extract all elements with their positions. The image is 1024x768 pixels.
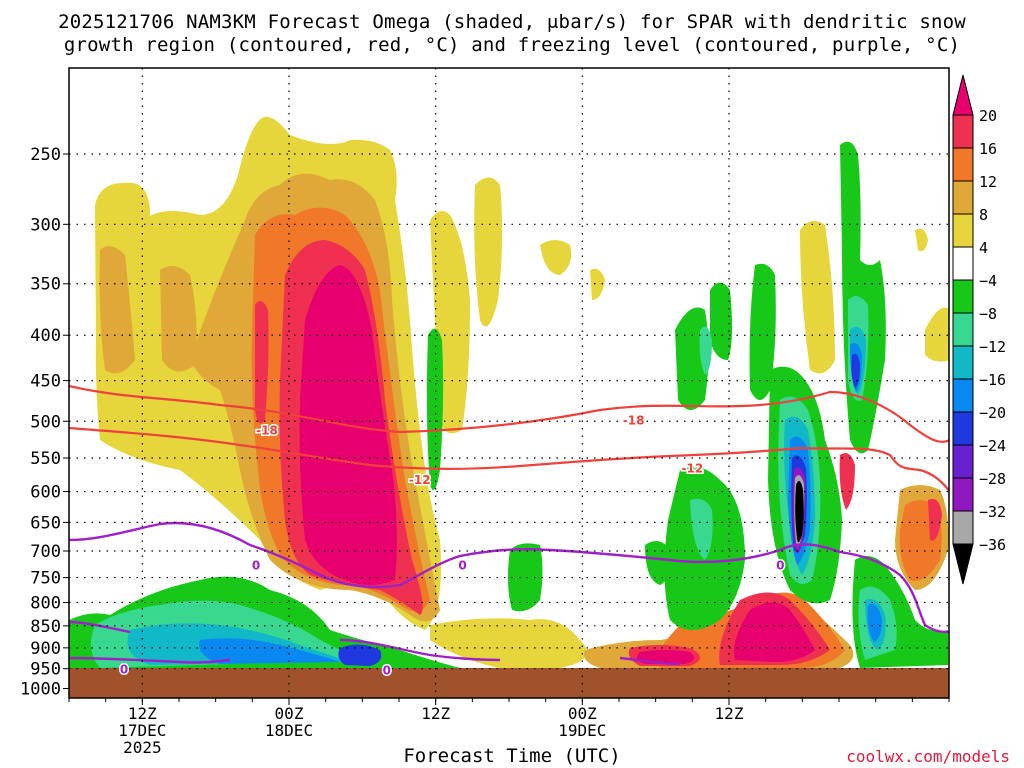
colorbar-segment	[952, 312, 974, 347]
colorbar-segment	[952, 213, 974, 248]
x-tick-label: 12Z	[421, 704, 450, 723]
omega-fill-green-column	[426, 328, 444, 490]
colorbar-label: 16	[979, 140, 997, 158]
contour-freezing-0-upper	[69, 521, 949, 634]
x-tick-label: 00Z	[568, 704, 597, 723]
contour-label: 0	[252, 559, 260, 573]
y-tick-label: 300	[30, 215, 61, 235]
omega-fill-green-east	[664, 141, 948, 668]
omega-fill-orange-east	[684, 485, 949, 590]
colorbar-segment	[952, 444, 974, 479]
omega-fill-black	[795, 481, 804, 543]
contour-label: 0	[383, 664, 391, 678]
colorbar-label: 12	[979, 173, 997, 191]
x-tick-label: 12Z	[128, 704, 157, 723]
colorbar-segment	[952, 510, 974, 545]
colorbar-label: 8	[979, 206, 988, 224]
x-tick-label: 00Z	[275, 704, 304, 723]
x-tick-date: 19DEC	[558, 721, 606, 740]
y-tick-label: 950	[30, 660, 61, 680]
x-tick-label: 12Z	[715, 704, 744, 723]
colorbar-segment	[952, 411, 974, 446]
colorbar-segment	[952, 180, 974, 215]
y-axis: 2503003504004505005506006507007508008509…	[20, 145, 69, 699]
colorbar-label: −4	[979, 272, 997, 290]
y-tick-label: 550	[30, 449, 61, 469]
contour-minus12	[69, 426, 949, 493]
omega-fill-green-small	[507, 541, 671, 612]
y-tick-label: 700	[30, 542, 61, 562]
chart-title-line-2: growth region (contoured, red, °C) and f…	[63, 34, 961, 56]
colorbar-label: 20	[979, 107, 997, 125]
colorbar-label: −20	[979, 404, 1006, 422]
contour-label: -12	[409, 473, 431, 487]
y-tick-label: 850	[30, 617, 61, 637]
omega-fill-yellow-low	[430, 618, 587, 668]
colorbar-segment	[952, 246, 974, 281]
y-tick-label: 650	[30, 513, 61, 533]
contour-label: -18	[623, 413, 645, 427]
omega-fill-yellow-small	[540, 240, 572, 275]
x-axis-title: Forecast Time (UTC)	[403, 745, 621, 767]
colorbar-top-arrow	[952, 74, 974, 116]
omega-fill-yellow-small2	[590, 268, 605, 300]
colorbar-segment	[952, 114, 974, 149]
contour-freezing-0-lower	[69, 620, 681, 666]
y-tick-label: 800	[30, 593, 61, 613]
colorbar-segment	[952, 147, 974, 182]
credit-link[interactable]: coolwx.com/models	[846, 747, 1010, 766]
contour-label: 0	[776, 559, 784, 573]
omega-fill-magenta-low	[636, 483, 815, 664]
contour-label: -18	[256, 423, 278, 437]
omega-fill-cyan	[127, 326, 886, 665]
colorbar-segment	[952, 477, 974, 512]
colorbar-label: −8	[979, 305, 997, 323]
colorbar-label: −24	[979, 437, 1006, 455]
omega-fill-yellow-right	[800, 221, 835, 374]
contour-label: 0	[120, 663, 128, 677]
y-tick-label: 400	[30, 326, 61, 346]
omega-fill-orange-west	[99, 246, 197, 374]
omega-fill-yellow-upper	[474, 177, 503, 327]
colorbar-segment	[952, 378, 974, 413]
omega-shading	[69, 116, 949, 668]
terrain-ground	[69, 668, 949, 698]
omega-fill-yellow-edge	[915, 228, 949, 362]
colorbar-bottom-arrow	[952, 543, 974, 585]
y-tick-label: 600	[30, 483, 61, 503]
colorbar-label: −12	[979, 338, 1006, 356]
colorbar-label: −16	[979, 371, 1006, 389]
chart-title-line-1: 2025121706 NAM3KM Forecast Omega (shaded…	[58, 11, 966, 33]
contour-labels: -18 -12 -18 -12 0 0 0 0 0	[118, 412, 786, 679]
x-tick-date: 18DEC	[265, 721, 313, 740]
y-tick-label: 450	[30, 372, 61, 392]
colorbar-segment	[952, 345, 974, 380]
colorbar-segment	[952, 279, 974, 314]
y-tick-label: 750	[30, 569, 61, 589]
y-tick-label: 1000	[20, 679, 61, 699]
colorbar-label: −32	[979, 503, 1006, 521]
colorbar-label: 4	[979, 239, 988, 257]
contour-label: -12	[681, 461, 703, 475]
x-tick-date: 17DEC	[118, 721, 166, 740]
colorbar-label: −36	[979, 536, 1006, 554]
contour-label: 0	[458, 559, 466, 573]
y-tick-label: 500	[30, 412, 61, 432]
y-tick-label: 350	[30, 275, 61, 295]
colorbar-label: −28	[979, 470, 1006, 488]
y-tick-label: 900	[30, 639, 61, 659]
grid	[69, 68, 949, 698]
colorbar: 20 16 12 8 4 −4 −8 −12 −16 −20 −24 −28 −32 −36	[952, 74, 1006, 585]
x-tick-year: 2025	[123, 738, 162, 757]
y-tick-label: 250	[30, 145, 61, 165]
contour-minus18	[69, 384, 949, 443]
